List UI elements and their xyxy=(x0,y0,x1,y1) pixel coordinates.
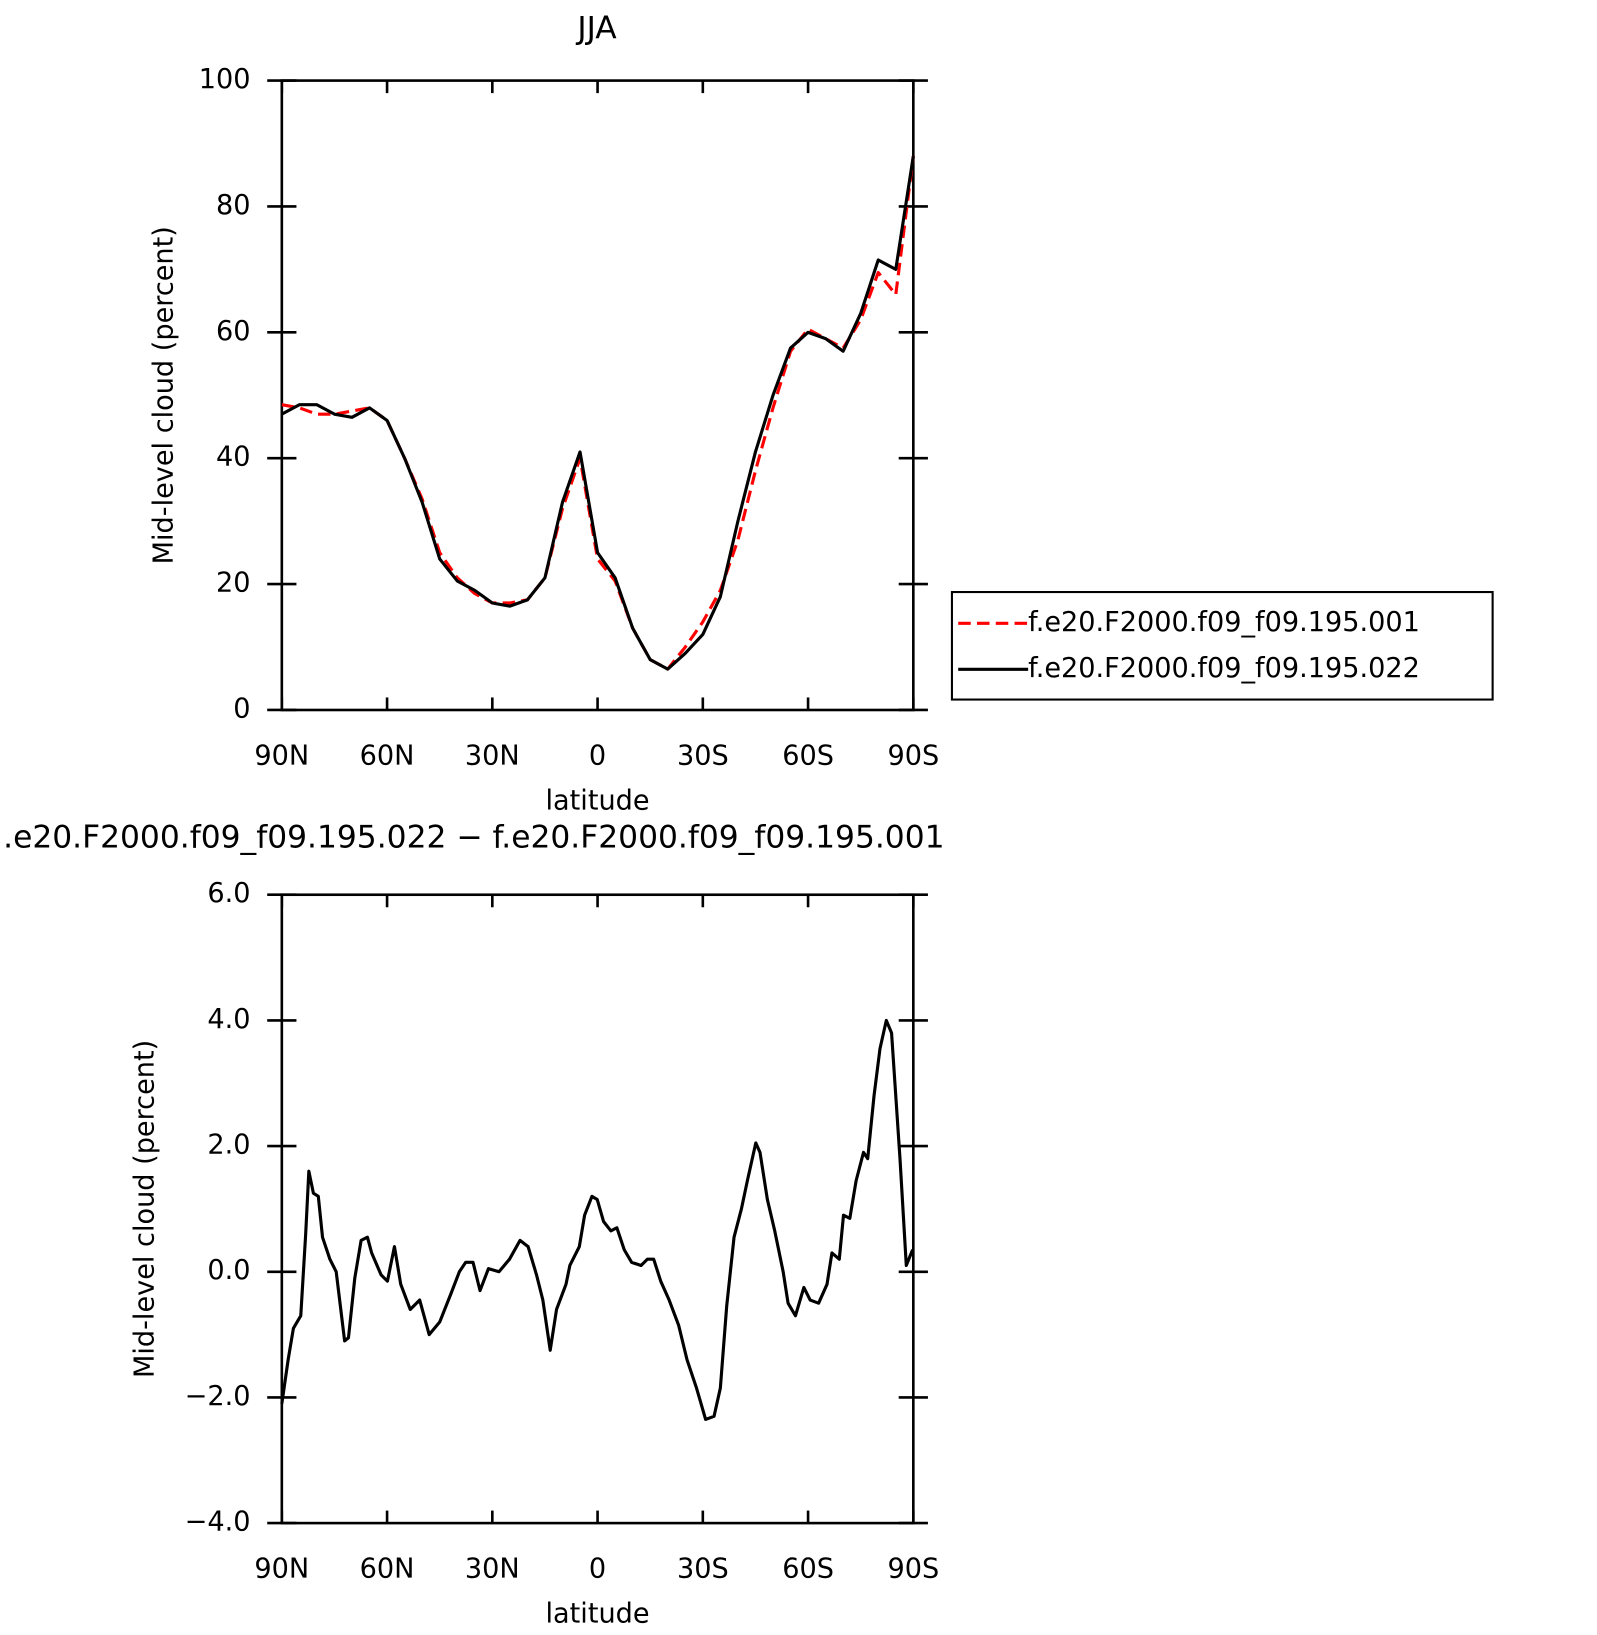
y-tick-label: 20 xyxy=(216,568,251,599)
x-tick-label: 90N xyxy=(254,1554,309,1585)
x-tick-label: 90S xyxy=(887,740,939,771)
y-tick-label: 100 xyxy=(199,64,251,95)
x-axis-label: latitude xyxy=(546,785,650,816)
y-tick-label: −2.0 xyxy=(185,1381,251,1412)
plot-frame xyxy=(280,79,915,712)
x-tick-label: 0 xyxy=(589,1554,606,1585)
y-tick-label: 0 xyxy=(233,693,250,724)
y-tick-label: 0.0 xyxy=(207,1255,250,1286)
y-tick-label: 40 xyxy=(216,442,251,473)
data-line xyxy=(281,155,915,671)
y-tick-label: 80 xyxy=(216,190,251,221)
legend-label: f.e20.F2000.f09_f09.195.022 xyxy=(1028,653,1420,684)
y-tick-label: 60 xyxy=(216,316,251,347)
plot-frame xyxy=(280,893,915,1525)
data-line xyxy=(280,1018,915,1421)
x-tick-label: 0 xyxy=(589,740,606,771)
x-tick-label: 60N xyxy=(360,1554,415,1585)
chart-title: .e20.F2000.f09_f09.195.022 − f.e20.F2000… xyxy=(3,819,944,855)
y-tick-label: 4.0 xyxy=(207,1004,250,1035)
x-tick-label: 60S xyxy=(782,740,834,771)
x-tick-label: 90S xyxy=(887,1554,939,1585)
x-tick-label: 30S xyxy=(677,1554,729,1585)
y-tick-label: 2.0 xyxy=(207,1130,250,1161)
legend-label: f.e20.F2000.f09_f09.195.001 xyxy=(1028,607,1420,638)
x-tick-label: 30N xyxy=(465,740,520,771)
x-tick-label: 60N xyxy=(360,740,415,771)
x-axis-label: latitude xyxy=(546,1598,650,1629)
x-tick-label: 30N xyxy=(465,1554,520,1585)
x-tick-label: 60S xyxy=(782,1554,834,1585)
y-axis-label: Mid-level cloud (percent) xyxy=(148,226,179,564)
y-axis-label: Mid-level cloud (percent) xyxy=(130,1040,161,1378)
x-tick-label: 30S xyxy=(677,740,729,771)
x-tick-label: 90N xyxy=(254,740,309,771)
y-tick-label: −4.0 xyxy=(185,1507,251,1538)
chart-title: JJA xyxy=(575,10,617,46)
y-tick-label: 6.0 xyxy=(207,878,250,909)
legend-box xyxy=(950,590,1494,701)
